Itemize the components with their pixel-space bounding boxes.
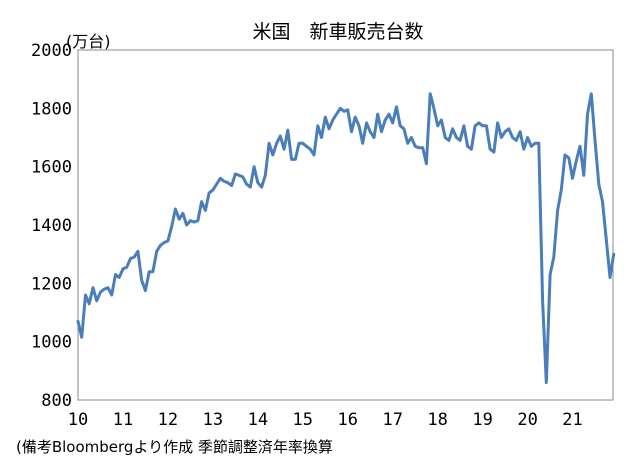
x-tick-label: 17 <box>382 410 402 430</box>
x-tick-label: 16 <box>338 410 358 430</box>
y-tick-label: 1000 <box>31 333 72 353</box>
x-tick-label: 19 <box>472 410 492 430</box>
y-tick-label: 2000 <box>31 41 72 61</box>
x-tick-label: 10 <box>68 410 88 430</box>
x-axis: 10 11 12 13 14 15 16 17 18 19 20 21 <box>68 410 583 430</box>
x-tick-label: 21 <box>562 410 582 430</box>
x-tick-label: 13 <box>203 410 223 430</box>
x-tick-label: 12 <box>158 410 178 430</box>
chart-title: 米国 新車販売台数 <box>252 21 423 43</box>
x-tick-label: 18 <box>427 410 447 430</box>
y-axis-unit-label: (万台) <box>66 32 111 51</box>
x-tick-label: 14 <box>248 410 268 430</box>
plot-area <box>77 49 614 401</box>
y-tick-label: 1600 <box>31 158 72 178</box>
footnote: (備考Bloombergより作成 季節調整済年率換算 <box>16 438 333 456</box>
y-tick-label: 1400 <box>31 216 72 236</box>
y-tick-label: 800 <box>41 391 72 411</box>
y-tick-label: 1200 <box>31 274 72 294</box>
x-tick-label: 11 <box>113 410 133 430</box>
y-tick-label: 1800 <box>31 99 72 119</box>
x-tick-label: 20 <box>517 410 537 430</box>
x-tick-label: 15 <box>293 410 313 430</box>
y-axis: 800 1000 1200 1400 1600 1800 2000 <box>31 41 72 411</box>
series-line <box>76 92 616 384</box>
